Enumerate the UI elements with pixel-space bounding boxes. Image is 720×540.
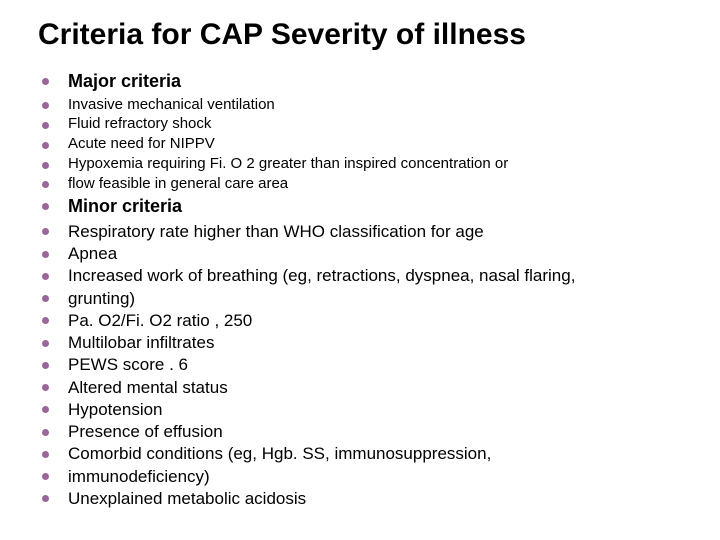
list-item: Invasive mechanical ventilation bbox=[42, 96, 692, 115]
list-item: Minor criteria bbox=[42, 195, 692, 218]
list-item: grunting) bbox=[42, 288, 692, 309]
list-item: Apnea bbox=[42, 243, 692, 264]
list-item: Unexplained metabolic acidosis bbox=[42, 488, 692, 509]
list-item: Altered mental status bbox=[42, 377, 692, 398]
list-item: Pa. O2/Fi. O2 ratio , 250 bbox=[42, 310, 692, 331]
list-item: Multilobar infiltrates bbox=[42, 332, 692, 353]
list-item: Presence of effusion bbox=[42, 421, 692, 442]
list-item: PEWS score . 6 bbox=[42, 354, 692, 375]
list-item: Increased work of breathing (eg, retract… bbox=[42, 265, 692, 286]
list-item: Respiratory rate higher than WHO classif… bbox=[42, 221, 692, 242]
list-item: Hypoxemia requiring Fi. O 2 greater than… bbox=[42, 155, 692, 174]
list-item: Hypotension bbox=[42, 399, 692, 420]
list-item: immunodeficiency) bbox=[42, 466, 692, 487]
list-item: Fluid refractory shock bbox=[42, 115, 692, 134]
list-item: Major criteria bbox=[42, 70, 692, 93]
list-item: flow feasible in general care area bbox=[42, 175, 692, 194]
slide-title: Criteria for CAP Severity of illness bbox=[38, 18, 692, 52]
list-item: Comorbid conditions (eg, Hgb. SS, immuno… bbox=[42, 443, 692, 464]
criteria-list: Major criteria Invasive mechanical venti… bbox=[28, 70, 692, 509]
list-item: Acute need for NIPPV bbox=[42, 135, 692, 154]
